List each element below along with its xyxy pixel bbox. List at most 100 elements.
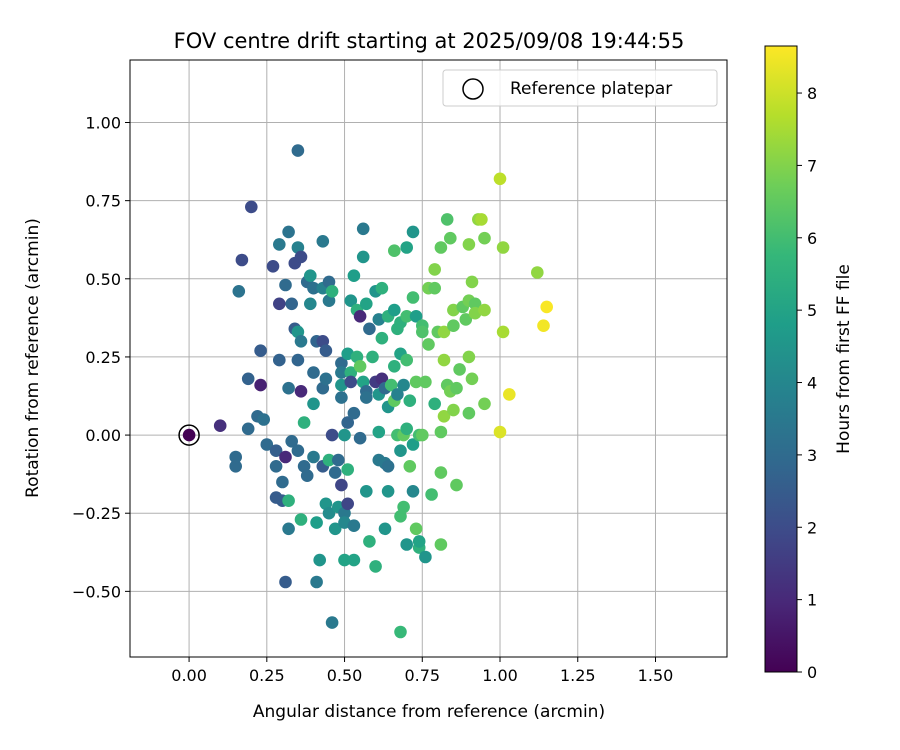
x-tick-label: 1.25 (560, 666, 596, 685)
x-tick-label: 0.25 (249, 666, 285, 685)
data-point (465, 372, 479, 386)
y-tick-label: 0.50 (85, 270, 121, 289)
plot-frame (129, 59, 728, 658)
data-point (437, 353, 451, 367)
data-point (319, 372, 333, 386)
colorbar-tick-label: 7 (807, 156, 817, 175)
data-point (447, 403, 460, 417)
data-point (335, 356, 348, 370)
data-point (241, 422, 255, 436)
colorbar-tick-label: 8 (807, 84, 817, 103)
data-point (434, 425, 448, 439)
data-point (416, 428, 429, 442)
colorbar-tick-label: 0 (807, 663, 817, 682)
data-point (478, 303, 491, 317)
data-point (347, 519, 361, 532)
data-point (428, 397, 442, 411)
data-point (325, 285, 339, 298)
data-point (338, 428, 351, 442)
data-point (353, 310, 367, 323)
data-point (294, 385, 308, 398)
x-tick-label: 0.75 (404, 666, 440, 685)
colorbar-tick-label: 4 (807, 374, 817, 393)
colorbar-tick-label: 2 (807, 518, 817, 537)
reference-platepar-marker (178, 424, 200, 446)
data-point (434, 241, 448, 254)
colorbar-tick-label: 6 (807, 229, 817, 248)
data-point (273, 353, 286, 367)
data-point (300, 469, 314, 483)
colorbar (764, 45, 798, 673)
data-point (496, 241, 510, 254)
data-point (360, 485, 373, 498)
data-point (540, 300, 553, 314)
data-point (310, 575, 323, 589)
data-point (344, 366, 358, 379)
data-point (229, 460, 242, 473)
data-point (437, 410, 451, 423)
data-point (406, 438, 420, 451)
data-point (406, 291, 420, 304)
data-point (335, 366, 348, 379)
data-point (403, 460, 417, 473)
colorbar-tick-label: 3 (807, 446, 817, 465)
x-axis-ticks: 0.00 0.25 0.50 0.75 1.00 1.25 1.50 (171, 657, 673, 685)
data-point (363, 322, 376, 336)
data-point (307, 450, 320, 464)
data-point (322, 453, 336, 467)
data-point (307, 281, 320, 295)
colorbar-tick-label: 5 (807, 301, 817, 320)
data-point (307, 366, 320, 379)
data-point (412, 535, 426, 548)
x-tick-label: 1.00 (482, 666, 518, 685)
data-point (503, 388, 516, 401)
data-point (254, 378, 267, 392)
data-point (360, 297, 373, 311)
x-tick-label: 0.50 (327, 666, 363, 685)
data-points (182, 144, 553, 639)
data-point (332, 453, 345, 467)
data-point (444, 231, 457, 245)
data-point (279, 278, 292, 292)
x-axis-label: Angular distance from reference (arcmin) (253, 702, 605, 722)
data-point (369, 560, 382, 573)
data-point (409, 310, 423, 323)
data-point (328, 522, 342, 536)
data-point (328, 466, 342, 479)
data-point (310, 516, 323, 529)
data-point (232, 285, 246, 298)
y-tick-label: 0.00 (85, 426, 121, 445)
data-point (294, 250, 308, 264)
data-point (279, 575, 292, 589)
legend-box (442, 69, 718, 107)
data-point (465, 275, 479, 289)
data-point (279, 450, 292, 464)
data-point (391, 388, 404, 401)
data-point (462, 350, 476, 364)
data-point (537, 319, 550, 333)
data-point (341, 416, 355, 429)
data-point (450, 381, 463, 395)
x-tick-label: 0.00 (171, 666, 207, 685)
legend-entry-reference: Reference platepar (510, 79, 672, 99)
data-point (347, 406, 361, 420)
data-point (366, 350, 379, 364)
legend: Reference platepar (442, 69, 718, 107)
data-point (447, 319, 460, 333)
data-point (257, 413, 271, 426)
y-tick-label: 1.00 (85, 114, 121, 133)
data-point (229, 450, 242, 464)
data-point (400, 538, 414, 551)
chart-title: FOV centre drift starting at 2025/09/08 … (174, 29, 685, 53)
data-point (434, 466, 448, 479)
data-point (428, 263, 442, 276)
data-point (496, 325, 510, 339)
data-point (344, 294, 358, 308)
data-point (291, 353, 305, 367)
data-point (394, 625, 407, 639)
data-point (437, 325, 451, 339)
data-point (378, 522, 392, 536)
data-point (468, 297, 482, 311)
data-point (388, 244, 401, 257)
